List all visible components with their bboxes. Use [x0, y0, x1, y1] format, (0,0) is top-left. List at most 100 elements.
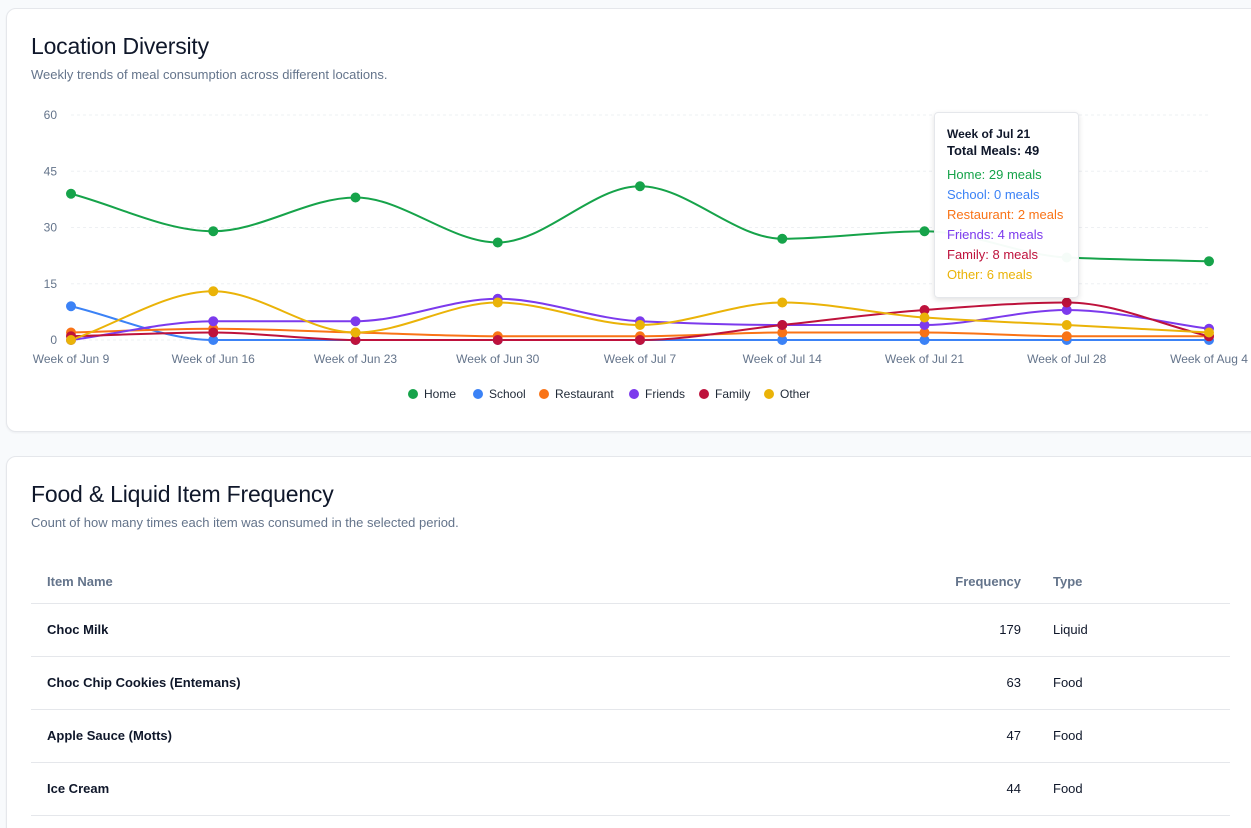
data-point-school: [919, 335, 930, 345]
data-point-friends: [1061, 305, 1072, 315]
tooltip-row-friends: Friends: 4 meals: [947, 227, 1044, 242]
data-point-other: [919, 312, 930, 323]
item-name-cell: Apple Sauce (Motts): [31, 709, 927, 763]
data-point-family: [208, 327, 219, 338]
item-frequency-table: Item Name Frequency Type Choc Milk 179 L…: [31, 561, 1230, 816]
tooltip-row-other: Other: 6 meals: [947, 267, 1033, 282]
legend-marker: [629, 389, 639, 399]
tooltip-row-home: Home: 29 meals: [947, 167, 1042, 182]
item-type-cell: Food: [1037, 656, 1230, 710]
location-diversity-title: Location Diversity: [31, 33, 209, 59]
data-point-school: [66, 301, 76, 312]
table-row: Ice Cream 44 Food: [31, 762, 1230, 816]
data-point-home: [919, 226, 930, 237]
data-point-friends: [919, 320, 930, 330]
data-point-other: [777, 297, 788, 308]
data-point-restaurant: [777, 327, 788, 338]
item-type-cell: Liquid: [1037, 603, 1230, 657]
data-point-family: [492, 335, 503, 345]
y-tick-label: 60: [44, 108, 58, 122]
series-line-other: [70, 290, 1210, 341]
data-point-friends: [208, 316, 219, 327]
legend-item-home[interactable]: Home: [408, 387, 456, 401]
legend-item-family[interactable]: Family: [699, 387, 750, 401]
y-tick-label: 30: [44, 221, 58, 235]
item-name-cell: Choc Chip Cookies (Entemans): [31, 656, 927, 710]
tooltip-row-family: Family: 8 meals: [947, 247, 1039, 262]
legend-item-restaurant[interactable]: Restaurant: [539, 387, 614, 401]
data-point-other: [492, 297, 503, 308]
data-point-other: [208, 286, 219, 297]
legend-item-school[interactable]: School: [473, 387, 526, 401]
y-tick-label: 15: [44, 277, 58, 291]
y-tick-label: 45: [44, 164, 58, 178]
item-frequency-cell: 44: [927, 762, 1037, 816]
location-diversity-subtitle: Weekly trends of meal consumption across…: [31, 67, 388, 82]
tooltip-week: Week of Jul 21: [947, 127, 1031, 141]
legend-label: School: [489, 387, 526, 401]
legend-marker: [764, 389, 774, 399]
data-point-home: [208, 226, 219, 237]
chart-tooltip: Week of Jul 21 Total Meals: 49 Home: 29 …: [934, 112, 1079, 298]
legend-item-other[interactable]: Other: [764, 387, 810, 401]
item-type-cell: Food: [1037, 762, 1230, 816]
legend-label: Other: [780, 387, 810, 401]
data-point-other: [1061, 320, 1072, 330]
item-frequency-cell: 63: [927, 656, 1037, 710]
data-point-other: [635, 320, 645, 330]
data-point-home: [777, 233, 788, 244]
legend-marker: [473, 389, 483, 399]
tooltip-row-restaurant: Restaurant: 2 meals: [947, 207, 1064, 222]
header-item-name[interactable]: Item Name: [31, 561, 927, 604]
table-row: Choc Chip Cookies (Entemans) 63 Food: [31, 656, 1230, 710]
data-point-family: [635, 335, 645, 345]
data-point-home: [492, 237, 503, 248]
data-point-school: [208, 335, 219, 345]
header-type[interactable]: Type: [1037, 561, 1230, 604]
item-frequency-cell: 47: [927, 709, 1037, 763]
data-point-family: [1061, 297, 1072, 308]
x-tick-label: Week of Jul 28: [1027, 352, 1106, 366]
data-point-other: [350, 327, 361, 338]
data-point-restaurant: [1061, 331, 1072, 342]
legend-item-friends[interactable]: Friends: [629, 387, 685, 401]
x-tick-label: Week of Jun 30: [456, 352, 539, 366]
table-row: Choc Milk 179 Liquid: [31, 603, 1230, 657]
legend-label: Family: [715, 387, 750, 401]
x-tick-label: Week of Jun 23: [314, 352, 397, 366]
x-tick-label: Week of Jul 21: [885, 352, 964, 366]
legend-label: Home: [424, 387, 456, 401]
data-point-family: [919, 305, 930, 315]
x-tick-label: Week of Aug 4: [1170, 352, 1248, 366]
data-point-school: [777, 335, 788, 345]
legend-marker: [408, 389, 418, 399]
data-point-family: [777, 320, 788, 330]
y-tick-label: 0: [50, 333, 57, 347]
data-point-home: [635, 181, 645, 192]
legend-marker: [539, 389, 549, 399]
data-point-restaurant: [919, 327, 930, 338]
data-point-home: [350, 192, 361, 203]
data-point-friends: [350, 316, 361, 327]
x-tick-label: Week of Jun 9: [33, 352, 110, 366]
item-frequency-card: Food & Liquid Item Frequency Count of ho…: [6, 456, 1251, 828]
data-point-home: [1204, 256, 1214, 267]
x-tick-label: Week of Jul 7: [604, 352, 677, 366]
legend-label: Restaurant: [555, 387, 614, 401]
item-frequency-cell: 179: [927, 603, 1037, 657]
item-frequency-title: Food & Liquid Item Frequency: [31, 481, 334, 507]
tooltip-total: Total Meals: 49: [947, 143, 1040, 158]
data-point-other: [1204, 327, 1214, 338]
legend-label: Friends: [645, 387, 685, 401]
x-tick-label: Week of Jun 16: [172, 352, 255, 366]
item-type-cell: Food: [1037, 709, 1230, 763]
data-point-other: [66, 335, 76, 345]
x-tick-label: Week of Jul 14: [743, 352, 822, 366]
item-frequency-subtitle: Count of how many times each item was co…: [31, 515, 459, 530]
item-name-cell: Ice Cream: [31, 762, 927, 816]
legend-marker: [699, 389, 709, 399]
data-point-home: [66, 188, 76, 199]
item-name-cell: Choc Milk: [31, 603, 927, 657]
tooltip-row-school: School: 0 meals: [947, 187, 1040, 202]
header-frequency[interactable]: Frequency: [927, 561, 1037, 604]
